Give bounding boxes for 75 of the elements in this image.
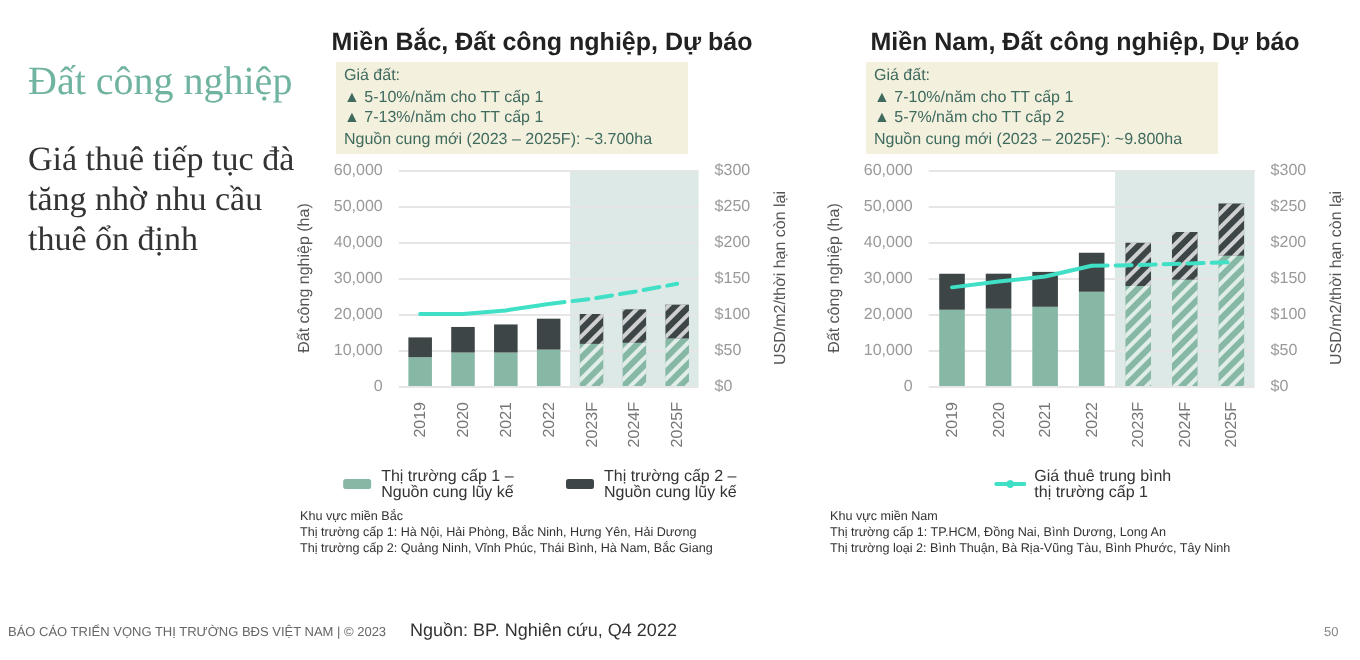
text: Giá đất: xyxy=(344,66,403,87)
text: Giá thuê tiếp tục đà tăng nhờ nhu cầu thuê ổn định xyxy=(28,140,297,260)
x-tick-label: 2020 xyxy=(989,400,1008,438)
chart-title: Miền Bắc, Đất công nghiệp, Dự báo xyxy=(329,28,755,56)
legend-label: Thị trường cấp 2 – Nguồn cung lũy kế xyxy=(604,467,741,501)
y2-tick-label: $200 xyxy=(714,233,752,251)
y-tick-label: 60,000 xyxy=(863,161,914,179)
y2-tick-label: $50 xyxy=(1270,341,1299,359)
y-tick-label: 40,000 xyxy=(863,233,914,251)
bar xyxy=(939,273,965,310)
text: Giá đất: xyxy=(874,66,933,87)
legend-label: Giá thuê trung bình thị trường cấp 1 xyxy=(1034,467,1176,501)
y-tick-label: 50,000 xyxy=(333,197,384,215)
y-tick-label: 30,000 xyxy=(863,269,914,287)
y2-tick-label: $300 xyxy=(1270,161,1308,179)
x-tick-label: 2021 xyxy=(496,400,515,438)
bar xyxy=(408,357,432,386)
x-tick-label: 2024F xyxy=(1175,401,1194,448)
y2-axis-title: USD/m2/thời hạn còn lại xyxy=(771,190,789,366)
x-tick-label: 2023F xyxy=(582,401,601,448)
bar xyxy=(1078,291,1105,386)
y2-tick-label: $250 xyxy=(714,197,752,215)
y-tick-label: 40,000 xyxy=(333,233,384,251)
y-tick-label: 20,000 xyxy=(333,305,384,323)
y-axis-title: Đất công nghiệp (ha) xyxy=(825,202,843,353)
x-tick-label: 2021 xyxy=(1036,400,1055,438)
x-tick-label: 2022 xyxy=(1082,400,1101,438)
x-tick-label: 2024F xyxy=(625,401,644,448)
y2-tick-label: $150 xyxy=(1270,269,1308,287)
bar xyxy=(536,349,561,386)
x-tick-label: 2025F xyxy=(668,401,687,448)
y-axis-title: Đất công nghiệp (ha) xyxy=(295,202,313,353)
y-tick-label: 60,000 xyxy=(333,161,384,179)
bar xyxy=(536,318,561,350)
bar xyxy=(494,324,518,353)
y2-axis-title: USD/m2/thời hạn còn lại xyxy=(1327,190,1345,366)
bar xyxy=(494,352,518,386)
bar xyxy=(408,337,432,358)
y2-tick-label: $100 xyxy=(714,305,752,323)
legend-label: Thị trường cấp 1 – Nguồn cung lũy kế xyxy=(381,467,519,501)
y2-tick-label: $50 xyxy=(714,341,743,359)
bar xyxy=(451,326,475,353)
x-tick-label: 2025F xyxy=(1222,401,1241,448)
text: Nguồn cung mới (2023 – 2025F): ~9.800ha xyxy=(874,129,1185,150)
y2-tick-label: $100 xyxy=(1270,305,1308,323)
text: ▲ 5-7%/năm cho TT cấp 2 xyxy=(874,108,1067,129)
text: Đất công nghiệp xyxy=(28,60,293,106)
x-tick-label: 2022 xyxy=(539,400,558,438)
y-tick-label: 0 xyxy=(903,377,914,395)
y-tick-label: 50,000 xyxy=(863,197,914,215)
y2-tick-label: $200 xyxy=(1270,233,1308,251)
y-tick-label: 20,000 xyxy=(863,305,914,323)
x-tick-label: 2019 xyxy=(943,400,962,438)
x-tick-label: 2020 xyxy=(453,400,472,438)
y-tick-label: 30,000 xyxy=(333,269,384,287)
text: ▲ 5-10%/năm cho TT cấp 1 xyxy=(344,87,546,108)
y2-tick-label: $0 xyxy=(714,377,734,395)
text: ▲ 7-13%/năm cho TT cấp 1 xyxy=(344,108,546,129)
y2-tick-label: $0 xyxy=(1270,377,1290,395)
y-tick-label: 0 xyxy=(373,377,384,395)
x-tick-label: 2019 xyxy=(411,400,430,438)
text: Nguồn cung mới (2023 – 2025F): ~3.700ha xyxy=(344,129,655,150)
bar xyxy=(451,352,475,386)
bar xyxy=(1032,306,1058,386)
y-tick-label: 10,000 xyxy=(333,341,384,359)
text: ▲ 7-10%/năm cho TT cấp 1 xyxy=(874,87,1076,108)
y2-tick-label: $300 xyxy=(714,161,752,179)
y2-tick-label: $250 xyxy=(1270,197,1308,215)
text: Nguồn: BP. Nghiên cứu, Q4 2022 xyxy=(410,620,677,640)
x-tick-label: 2023F xyxy=(1129,401,1148,448)
y-tick-label: 10,000 xyxy=(863,341,914,359)
bar xyxy=(985,308,1012,386)
bar xyxy=(939,309,965,386)
y2-tick-label: $150 xyxy=(714,269,752,287)
chart-title: Miền Nam, Đất công nghiệp, Dự báo xyxy=(868,28,1302,56)
